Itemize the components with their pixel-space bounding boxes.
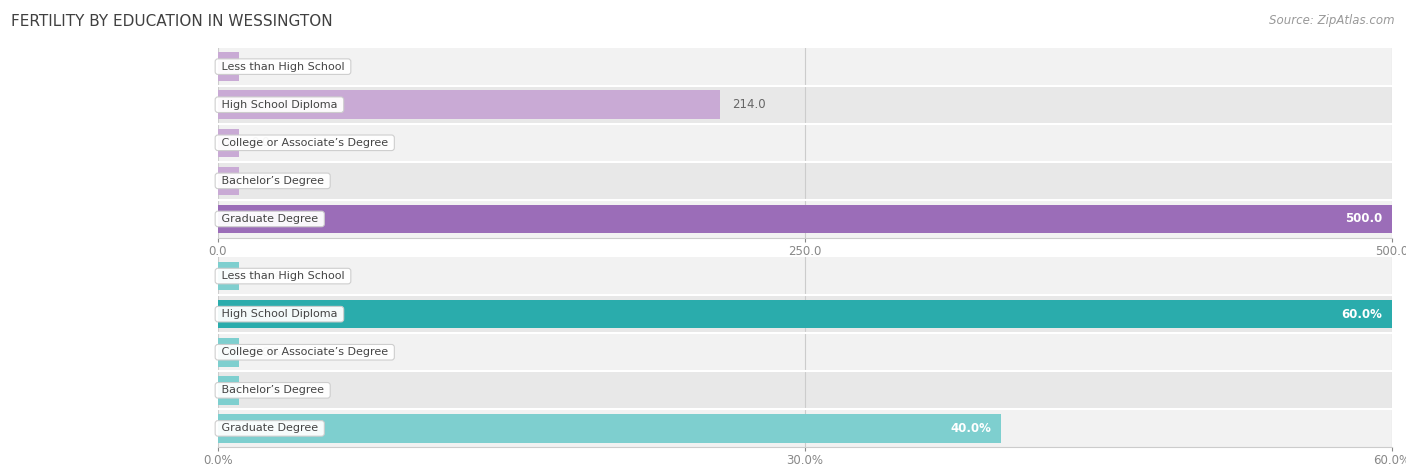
Text: Graduate Degree: Graduate Degree	[218, 214, 322, 224]
Bar	[218, 162, 1392, 200]
Text: 500.0: 500.0	[1346, 212, 1382, 226]
Bar	[218, 167, 239, 195]
Text: 0.0: 0.0	[250, 136, 270, 149]
Bar	[218, 371, 1392, 409]
Bar	[218, 52, 239, 81]
Text: High School Diploma: High School Diploma	[218, 99, 340, 110]
Text: Graduate Degree: Graduate Degree	[218, 423, 322, 434]
Text: 40.0%: 40.0%	[950, 422, 991, 435]
Text: FERTILITY BY EDUCATION IN WESSINGTON: FERTILITY BY EDUCATION IN WESSINGTON	[11, 14, 333, 30]
Text: 0.0%: 0.0%	[250, 269, 280, 283]
Text: High School Diploma: High School Diploma	[218, 309, 340, 319]
Text: 214.0: 214.0	[733, 98, 766, 111]
Bar	[218, 295, 1392, 333]
Bar	[218, 124, 1392, 162]
Text: College or Associate’s Degree: College or Associate’s Degree	[218, 347, 391, 357]
Text: 0.0%: 0.0%	[250, 384, 280, 397]
Bar	[218, 257, 1392, 295]
Text: Less than High School: Less than High School	[218, 271, 349, 281]
Bar	[218, 300, 1392, 328]
Text: Less than High School: Less than High School	[218, 61, 349, 72]
Text: 0.0%: 0.0%	[250, 346, 280, 359]
Bar	[218, 262, 239, 290]
Bar	[218, 376, 239, 405]
Bar	[218, 90, 720, 119]
Text: College or Associate’s Degree: College or Associate’s Degree	[218, 138, 391, 148]
Bar	[218, 200, 1392, 238]
Bar	[218, 414, 1001, 443]
Bar	[218, 129, 239, 157]
Text: Source: ZipAtlas.com: Source: ZipAtlas.com	[1270, 14, 1395, 27]
Bar	[218, 48, 1392, 86]
Text: Bachelor’s Degree: Bachelor’s Degree	[218, 176, 328, 186]
Text: 0.0: 0.0	[250, 60, 270, 73]
Text: 60.0%: 60.0%	[1341, 307, 1382, 321]
Text: Bachelor’s Degree: Bachelor’s Degree	[218, 385, 328, 396]
Text: 0.0: 0.0	[250, 174, 270, 188]
Bar	[218, 409, 1392, 447]
Bar	[218, 338, 239, 367]
Bar	[218, 333, 1392, 371]
Bar	[218, 205, 1392, 233]
Bar	[218, 86, 1392, 124]
